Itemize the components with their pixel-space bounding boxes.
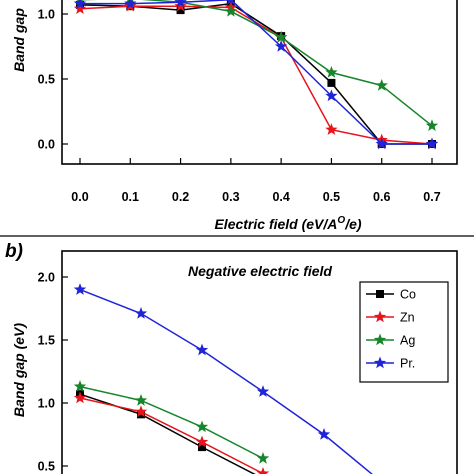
panel-b-line-zn: [79, 397, 264, 474]
panel-b-label: b): [5, 241, 23, 262]
panel-b-series-ag: [73, 380, 270, 464]
panel-b-point-ag: [195, 420, 209, 433]
panel-b-line-ag: [79, 385, 264, 460]
panel-a-x-axis-label: Electric field (eV/AO/e): [214, 215, 361, 232]
legend-marker-zn: [373, 310, 387, 323]
panel-a-electric-field-chart: Band gap Electric field (eV/AO/e) 0.0 0.1…: [11, 0, 458, 232]
legend-box: [359, 281, 449, 383]
panel-a-point-co: [327, 78, 336, 87]
panel-a-x-tick-label: 0.3: [222, 190, 239, 204]
panel-a-y-tick-label: 1.0: [38, 8, 55, 22]
panel-a-point-zn: [174, 0, 187, 12]
panel-b-legend: Co Zn Ag Pr.: [359, 281, 449, 383]
panel-a-point-zn: [325, 123, 338, 135]
panel-b-point-zn: [195, 435, 209, 448]
panel-a-x-tick-label: 0.1: [122, 190, 139, 204]
panel-a-series: [73, 0, 439, 150]
panel-b-series: [73, 283, 373, 474]
panel-a-point-ag: [224, 4, 238, 17]
panel-a-point-ag: [375, 79, 388, 91]
panel-a-x-axis-label-main: Electric field (eV/A: [214, 216, 337, 232]
panel-a-x-axis-label-tail: /e): [344, 216, 362, 232]
panel-a-point-pr: [325, 89, 338, 102]
panel-a-x-tick-label: 0.5: [323, 190, 340, 204]
panel-a-point-ag: [76, 0, 84, 5]
panel-b-point-pr: [73, 283, 87, 295]
panel-a-point-zn: [73, 2, 87, 15]
panel-b-point-ag: [256, 451, 270, 464]
panel-a-y-tick-label: 0.5: [38, 73, 55, 87]
legend-label-zn: Zn: [400, 311, 415, 325]
panel-b-point-ag: [134, 393, 148, 406]
panel-a-point-pr: [375, 137, 388, 150]
panel-a-point-ag: [274, 30, 288, 43]
panel-a-point-pr: [73, 0, 87, 9]
legend-marker-ag: [373, 333, 387, 346]
panel-b-point-ag: [73, 380, 87, 392]
panel-b-axes: 0.5 1.0 1.5 2.0: [38, 271, 68, 474]
panel-a-line-ag: [80, 0, 433, 127]
panel-b-point-zn: [73, 391, 87, 404]
legend-label-pr: Pr.: [400, 357, 415, 371]
legend-marker-pr: [373, 356, 387, 369]
panel-a-point-ag: [126, 0, 135, 4]
panel-b-y-tick-label: 1.0: [38, 397, 55, 411]
panel-a-point-pr: [174, 0, 187, 8]
panel-a-point-pr: [227, 0, 235, 5]
panel-a-series-pr: [73, 0, 439, 150]
panel-b-title: Negative electric field: [188, 263, 332, 279]
panel-b-negative-field-chart: b) Negative electric field Band gap (eV)…: [5, 241, 458, 474]
panel-b-point-pr: [317, 428, 331, 440]
panel-b-line-pr: [79, 288, 373, 474]
panel-b-y-tick-label: 0.5: [38, 460, 55, 474]
panel-a-point-co: [176, 6, 185, 15]
panel-a-x-tick-label: 0.4: [272, 190, 289, 204]
panel-b-point-pr: [134, 307, 148, 319]
panel-b-series-pr: [73, 283, 373, 474]
panel-a-x-tick-label: 0.2: [172, 190, 189, 204]
legend-label-co: Co: [400, 288, 416, 302]
panel-b-point-pr: [256, 385, 270, 397]
panel-a-axes: 0.0 0.1 0.2 0.3 0.4 0.5 0.6 0.7 0.0 0.5 1.0: [38, 8, 441, 205]
panel-b-y-axis-label: Band gap (eV): [11, 323, 27, 417]
legend-label-ag: Ag: [400, 334, 415, 348]
panel-b-point-pr: [195, 343, 209, 356]
panel-b-y-tick-label: 2.0: [38, 271, 55, 285]
panel-a-point-ag: [325, 66, 338, 78]
panel-b-series-zn: [73, 391, 270, 474]
panel-a-x-tick-label: 0.6: [373, 190, 390, 204]
panel-b-point-zn: [256, 467, 270, 474]
panel-a-x-tick-label: 0.7: [423, 190, 440, 204]
panel-a-point-ag: [425, 119, 439, 132]
panel-a-line-zn: [79, 5, 433, 145]
panel-a-x-axis-label-superscript: O: [337, 215, 345, 226]
legend-marker-co: [376, 290, 384, 298]
panel-a-y-tick-label: 0.0: [38, 138, 55, 152]
panel-a-y-axis-label: Band gap: [11, 8, 27, 72]
panel-a-line-pr: [80, 0, 432, 145]
panel-b-y-tick-label: 1.5: [38, 334, 55, 348]
panel-a-x-tick-label: 0.0: [71, 190, 88, 204]
panel-a-point-pr: [124, 0, 137, 9]
panel-b-plot-frame: [61, 250, 458, 474]
panel-b-line-co: [79, 393, 256, 474]
panel-a-point-pr: [425, 137, 439, 150]
panel-a-plot-frame: [61, 0, 458, 165]
panel-b-point-zn: [134, 405, 148, 418]
panel-a-point-pr: [274, 40, 288, 52]
panel-b-point-co: [198, 443, 206, 452]
